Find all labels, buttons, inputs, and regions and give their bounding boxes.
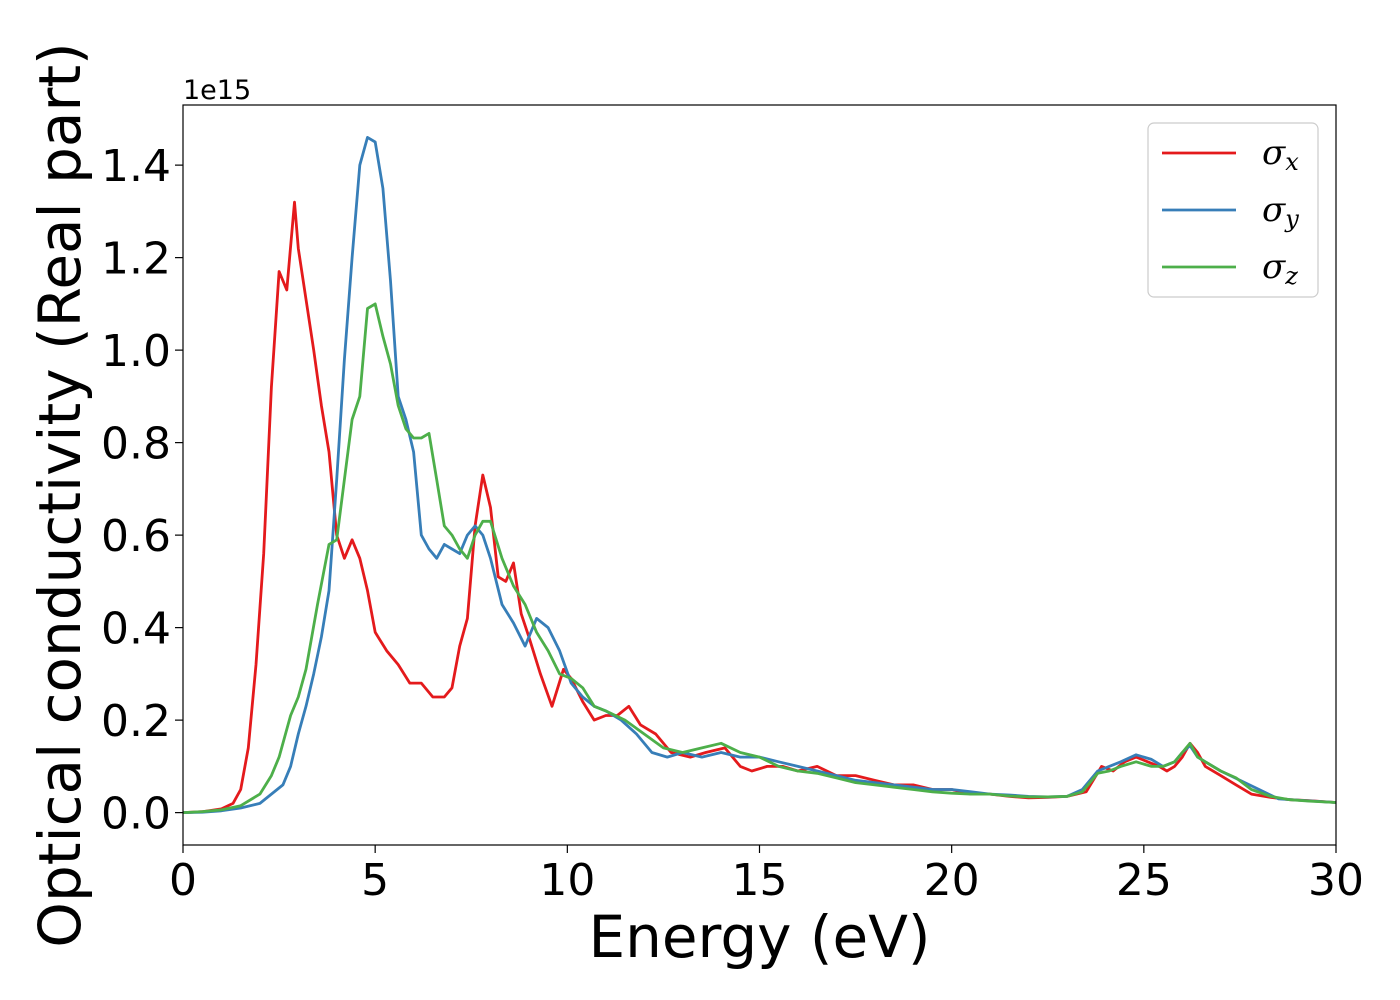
x-tick-label: 15 [732,855,788,906]
y-tick-label: 1.0 [101,326,171,377]
x-tick-label: 10 [539,855,595,906]
y-tick-label: 1.4 [101,141,171,192]
y-tick-label: 0.2 [101,696,171,747]
legend-label-y: σy [1262,190,1299,233]
x-axis: 0 5 10 15 20 25 30 [169,845,1364,906]
y-axis: 0.0 0.2 0.4 0.6 0.8 1.0 1.2 1.4 [101,141,183,840]
y-tick-label: 1.2 [101,234,171,285]
y-tick-label: 0.8 [101,419,171,470]
y-tick-label: 0.6 [101,511,171,562]
y-axis-label: Optical conductivity (Real part) [26,42,94,947]
legend-label-x: σx [1262,133,1299,176]
y-tick-label: 0.4 [101,604,171,655]
y-tick-label: 0.0 [101,789,171,840]
x-tick-label: 0 [169,855,197,906]
legend: σx σy σz [1147,122,1319,298]
series-line-z [183,302,1336,814]
series-lines [183,136,1336,814]
y-offset-label: 1e15 [183,75,251,106]
x-tick-label: 25 [1116,855,1172,906]
x-tick-label: 30 [1308,855,1364,906]
legend-label-z: σz [1262,247,1298,290]
x-tick-label: 20 [924,855,980,906]
x-tick-label: 5 [361,855,389,906]
x-axis-label: Energy (eV) [588,903,930,971]
